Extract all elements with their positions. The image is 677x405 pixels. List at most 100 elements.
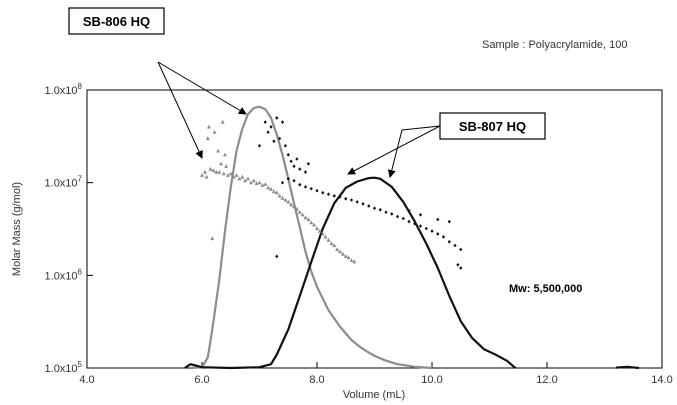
mass-point-diamond [384,210,388,214]
mass-point-diamond [298,182,302,187]
mass-point-triangle [223,152,227,157]
mass-point-diamond [321,190,325,195]
mass-point-triangle [243,178,248,183]
mass-point-triangle [208,166,213,171]
mass-point-triangle [202,169,207,174]
mass-point-triangle [263,182,268,186]
plot-frame [86,89,663,369]
x-tick-label: 12.0 [536,374,557,386]
mass-point-triangle [349,258,354,262]
mass-point-diamond [303,185,308,189]
mass-point-triangle [231,174,236,179]
mass-point-diamond [459,247,463,252]
mass-point-triangle [292,204,296,209]
traces-layer [184,105,640,370]
mass-point-triangle [220,119,225,124]
mass-point-triangle [210,236,215,241]
mass-point-triangle [217,169,222,174]
mass-point-triangle [221,171,226,176]
y-tick-label: 1.0x106 [45,267,83,282]
mass-point-diamond [430,229,434,233]
ticks-layer: 4.0 6.0 8.0 10.0 12.0 14.01.0x1051.0x1061.0x1… [45,82,673,386]
mass-point-diamond [303,170,308,174]
mass-point-triangle [320,231,325,236]
x-axis-label: Volume (mL) [343,389,405,401]
mass-point-diamond [263,120,267,124]
mass-point-triangle [283,197,288,202]
mass-point-triangle [317,228,322,233]
mass-point-diamond [413,222,417,226]
mass-point-triangle [211,168,216,173]
y-tick-label: 1.0x108 [45,82,83,97]
mass-point-triangle [224,164,229,168]
mass-point-triangle [315,226,319,231]
mass-point-triangle [286,199,291,204]
mass-point-triangle [240,174,245,179]
mass-point-diamond [280,120,285,124]
mass-point-triangle [332,243,337,248]
mass-point-diamond [453,243,457,248]
mass-point-triangle [280,196,285,200]
mass-point-diamond [272,139,276,143]
mass-point-triangle [237,176,242,181]
mass-point-diamond [459,266,463,270]
mass-point-diamond [436,232,440,236]
mass-point-diamond [292,178,296,183]
mass-point-diamond [418,224,423,228]
mass-point-triangle [219,161,223,166]
mass-point-diamond [447,240,451,244]
mass-point-triangle [225,173,230,177]
mass-point-diamond [280,180,285,185]
mass-point-triangle [274,190,279,195]
y-tick-base: 1.0x10 [45,178,78,190]
mass-point-triangle [248,180,253,185]
mass-point-diamond [289,159,293,164]
mass-point-diamond [372,206,377,210]
y-tick-exponent: 5 [78,360,83,369]
mass-point-diamond [266,130,270,134]
mass-point-diamond [401,216,405,221]
mass-point-triangle [289,202,294,207]
mass-point-triangle [306,217,311,222]
mass-point-diamond [407,219,411,224]
mass-point-triangle [266,185,271,190]
mass-point-triangle [212,130,217,134]
x-tick-label: 14.0 [651,374,672,386]
mass-point-diamond [326,192,331,196]
mass-point-diamond [367,204,371,208]
mass-point-triangle [323,234,328,239]
sb807-label: SB-807 HQ [459,119,526,134]
mass-point-diamond [395,214,400,219]
points-layer [200,116,463,270]
sb807-arrow-stem [401,125,441,131]
mass-point-diamond [436,217,440,222]
sb806-label: SB-806 HQ [83,14,150,29]
mass-point-diamond [298,167,302,171]
mass-point-triangle [297,210,302,214]
mass-point-diamond [361,202,365,206]
mass-point-diamond [355,200,359,204]
detector-trace-3 [184,176,640,370]
mass-point-diamond [349,198,354,202]
mass-point-triangle [228,171,233,176]
sample-label: Sample : Polyacrylamide, 100 [482,39,628,51]
mass-point-diamond [292,164,296,169]
mass-point-diamond [424,226,428,231]
mass-point-triangle [216,148,221,153]
x-tick-label: 6.0 [194,374,209,386]
mass-point-diamond [309,186,313,191]
mass-point-diamond [418,213,423,217]
y-axis-label: Molar Mass (g/mol) [11,182,23,276]
mass-point-triangle [303,215,308,220]
mass-point-triangle [206,124,211,129]
axes-layer [86,89,663,369]
mass-point-triangle [204,174,209,179]
mass-point-triangle [329,241,334,246]
sb806-arrow-to-trace [157,61,247,115]
sb806-arrow-to-points [157,61,203,159]
mass-point-triangle [277,193,282,198]
mass-point-diamond [306,162,310,166]
mass-point-diamond [295,157,299,161]
mass-point-triangle [309,220,314,225]
mass-point-diamond [338,195,342,199]
